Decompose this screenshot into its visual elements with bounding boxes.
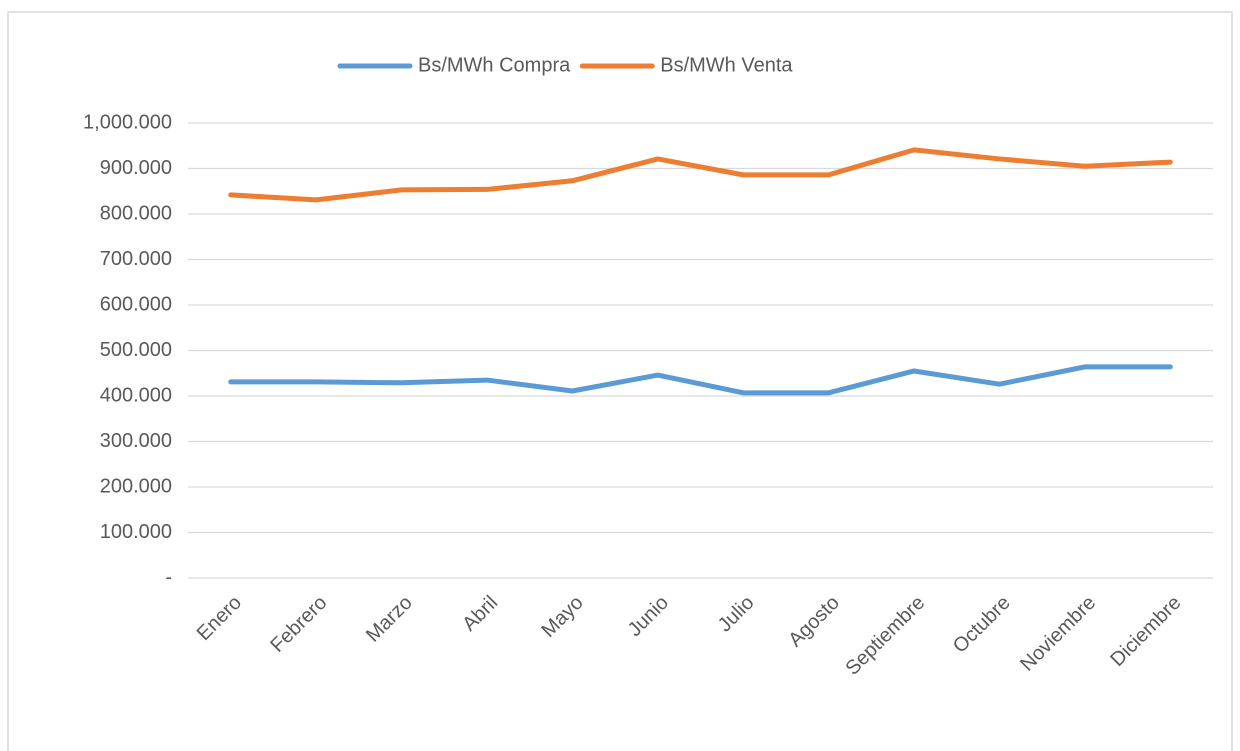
y-tick-label: 500.000 <box>100 339 172 361</box>
legend-label: Bs/MWh Venta <box>660 54 793 76</box>
y-tick-label: 600.000 <box>100 293 172 315</box>
y-tick-label: 100.000 <box>100 521 172 543</box>
y-tick-label: 700.000 <box>100 248 172 270</box>
y-tick-label: 900.000 <box>100 157 172 179</box>
y-tick-label: 200.000 <box>100 475 172 497</box>
line-series <box>228 364 1173 396</box>
line-series <box>228 147 1173 203</box>
y-tick-label: - <box>165 566 172 588</box>
y-tick-label: 300.000 <box>100 430 172 452</box>
legend-label: Bs/MWh Compra <box>418 54 571 76</box>
y-tick-label: 400.000 <box>100 384 172 406</box>
y-tick-label: 1,000.000 <box>83 111 172 133</box>
y-tick-label: 800.000 <box>100 202 172 224</box>
